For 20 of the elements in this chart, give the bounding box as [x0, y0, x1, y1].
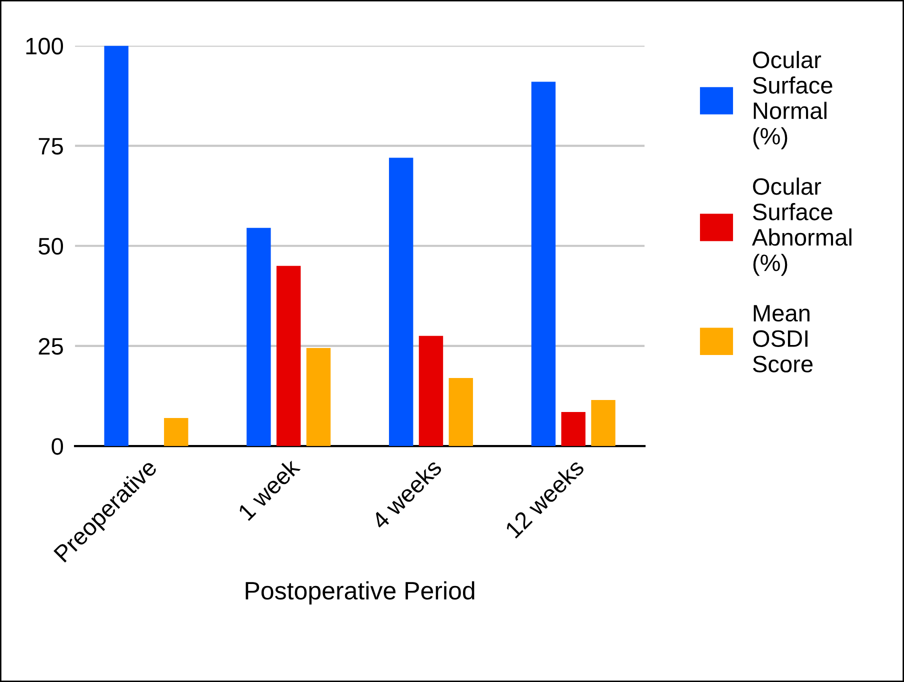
y-tick-label: 75: [38, 138, 63, 155]
y-tick-label: 50: [38, 238, 63, 255]
bar: [164, 418, 188, 446]
legend-label: Ocular Surface Normal (%): [752, 50, 832, 150]
bar: [418, 336, 444, 446]
legend-label: Mean OSDI Score: [752, 305, 813, 372]
bar: [448, 378, 473, 446]
bar: [388, 158, 414, 446]
x-axis-title: Postoperative Period: [246, 581, 474, 605]
bar: [104, 46, 128, 446]
bar: [276, 266, 301, 446]
y-tick-label: 0: [52, 438, 63, 455]
bar: [591, 400, 616, 446]
y-tick-label: 25: [38, 338, 63, 355]
legend-label: Ocular Surface Abnormal (%): [752, 178, 852, 276]
bar: [246, 228, 271, 446]
bar: [561, 412, 586, 446]
bar: [306, 348, 331, 446]
y-tick-label: 100: [26, 38, 63, 54]
bar: [531, 82, 556, 446]
